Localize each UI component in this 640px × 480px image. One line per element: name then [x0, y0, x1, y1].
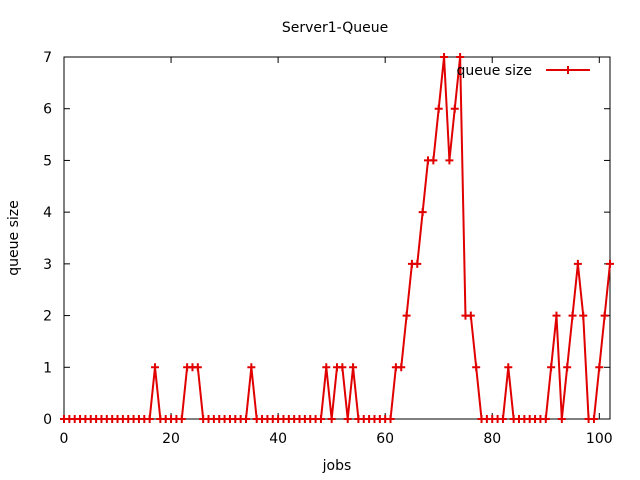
- data-point: [316, 415, 325, 423]
- data-point: [327, 415, 336, 423]
- data-point: [145, 415, 154, 423]
- data-point: [445, 156, 454, 165]
- data-point: [595, 363, 604, 372]
- plot-frame: [63, 56, 611, 420]
- legend: queue size: [457, 63, 590, 79]
- data-point: [498, 415, 507, 423]
- data-point: [242, 415, 250, 423]
- x-axis: 0 20 40 60 80 100: [60, 57, 613, 447]
- data-point: [429, 156, 438, 165]
- x-tick-label: 40: [269, 431, 287, 447]
- data-point: [402, 311, 411, 320]
- data-point: [440, 53, 449, 61]
- data-point: [568, 311, 577, 320]
- data-point: [349, 363, 358, 372]
- data-point: [450, 104, 459, 113]
- data-point: [600, 311, 609, 320]
- data-point: [552, 311, 561, 320]
- data-point: [472, 363, 481, 372]
- x-tick-label: 20: [162, 431, 180, 447]
- data-point: [573, 259, 582, 268]
- data-point: [466, 311, 475, 320]
- x-tick-label: 60: [376, 431, 394, 447]
- y-tick-label: 7: [43, 50, 52, 66]
- data-point: [579, 311, 588, 320]
- legend-label: queue size: [457, 63, 532, 79]
- data-point: [563, 363, 572, 372]
- data-point: [456, 53, 465, 61]
- series-queue-size: [60, 53, 614, 423]
- legend-marker: [564, 66, 572, 74]
- data-point: [413, 259, 422, 268]
- y-tick-label: 5: [43, 153, 52, 169]
- y-tick-label: 3: [43, 257, 52, 273]
- data-point: [418, 208, 427, 217]
- data-point: [589, 415, 598, 423]
- data-point: [434, 104, 443, 113]
- y-tick-label: 2: [43, 309, 52, 325]
- x-axis-label: jobs: [322, 458, 352, 474]
- y-tick-label: 1: [43, 360, 52, 376]
- data-point: [557, 415, 566, 423]
- data-point: [504, 363, 513, 372]
- x-tick-label: 80: [483, 431, 501, 447]
- data-point: [247, 363, 256, 372]
- x-tick-label: 100: [586, 431, 613, 447]
- data-point: [343, 415, 352, 423]
- data-point: [397, 363, 406, 372]
- data-point: [322, 363, 331, 372]
- data-point: [606, 259, 614, 268]
- data-point: [177, 415, 186, 423]
- x-tick-label: 0: [60, 431, 69, 447]
- y-tick-label: 0: [43, 412, 52, 428]
- data-point: [151, 363, 159, 372]
- y-tick-label: 4: [43, 205, 52, 221]
- y-axis-label: queue size: [6, 200, 22, 275]
- data-point: [541, 415, 550, 423]
- chart-title: Server1-Queue: [282, 20, 388, 36]
- data-point: [547, 363, 556, 372]
- data-point: [193, 363, 202, 372]
- data-point: [338, 363, 347, 372]
- legend-plus-marker: [564, 66, 572, 74]
- data-point: [386, 415, 395, 423]
- y-tick-label: 6: [43, 102, 52, 118]
